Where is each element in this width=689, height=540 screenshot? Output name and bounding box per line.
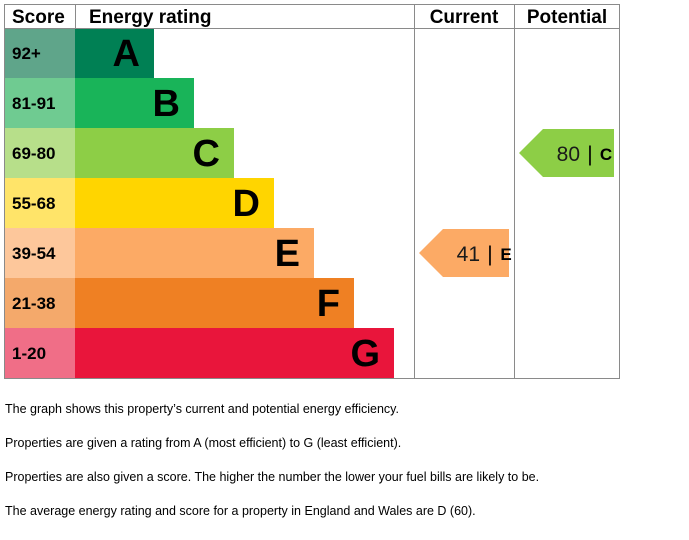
score-range-f: 21-38 [12, 294, 55, 313]
band-letter-a: A [113, 33, 140, 75]
current-rating-arrow [419, 229, 509, 277]
note-graph-explanation: The graph shows this property’s current … [5, 402, 399, 416]
score-range-c: 69-80 [12, 144, 55, 163]
band-bar-c [75, 128, 234, 178]
band-letter-d: D [233, 183, 260, 225]
band-letter-c: C [193, 133, 220, 175]
note-score-explanation: Properties are also given a score. The h… [5, 470, 540, 484]
score-range-e: 39-54 [12, 244, 56, 263]
score-cell-f [4, 278, 75, 328]
potential-rating-arrow [519, 129, 614, 177]
chart-grid [4, 4, 620, 379]
band-bar-e [75, 228, 314, 278]
band-bar-b [75, 78, 194, 128]
band-letter-g: G [350, 333, 380, 375]
band-bar-g [75, 328, 394, 378]
band-letter-e: E [275, 233, 300, 275]
energy-rating-chart: 92+ A81-91 B69-80 C55-68 D39-54 E21-38 F1-20 G … [4, 4, 620, 379]
potential-rating-letter: C [600, 145, 612, 164]
header-potential: Potential [527, 7, 607, 28]
potential-separator: | [587, 143, 592, 166]
band-letter-f: F [317, 283, 340, 325]
header-energy-rating: Energy rating [89, 7, 211, 28]
header-current: Current [430, 7, 499, 28]
note-rating-scale: Properties are given a rating from A (mo… [5, 436, 402, 450]
score-cell-d [4, 178, 75, 228]
band-bar-d [75, 178, 274, 228]
score-cell-a [4, 28, 75, 78]
header-score: Score [12, 7, 65, 28]
score-range-d: 55-68 [12, 194, 55, 213]
current-rating-indicator: 41 | E [419, 229, 512, 277]
chart-border [4, 4, 620, 379]
current-separator: | [487, 243, 492, 266]
score-range-a: 92+ [12, 44, 41, 63]
score-cell-g [4, 328, 75, 378]
band-bar-a [75, 28, 154, 78]
score-range-b: 81-91 [12, 94, 55, 113]
note-average-rating: The average energy rating and score for … [5, 504, 476, 518]
score-cell-b [4, 78, 75, 128]
current-rating-letter: E [500, 245, 511, 264]
score-cell-c [4, 128, 75, 178]
score-cell-e [4, 228, 75, 278]
band-letter-b: B [153, 83, 180, 125]
potential-rating-indicator: 80 | C [519, 129, 614, 177]
rating-bands: 92+ A 81-91 B 69-80 C 55-68 D 39-54 E 21-38 F 1-20 G [4, 28, 394, 378]
potential-score-value: 80 [557, 143, 580, 166]
current-score-value: 41 [457, 243, 480, 266]
score-range-g: 1-20 [12, 344, 46, 363]
band-bar-f [75, 278, 354, 328]
